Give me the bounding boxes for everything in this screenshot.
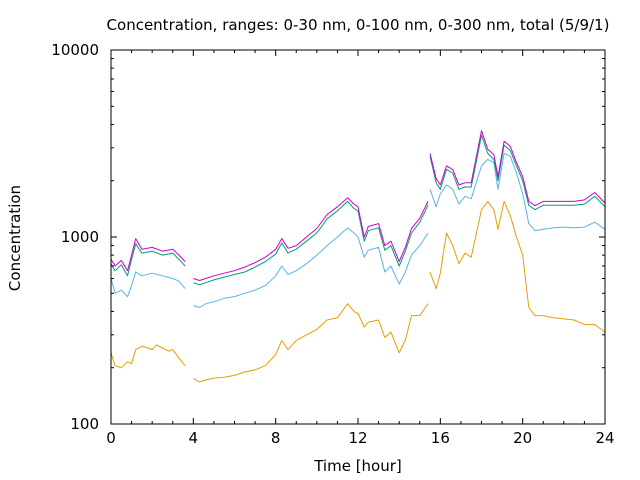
chart-title: Concentration, ranges: 0-30 nm, 0-100 nm…: [107, 16, 610, 34]
series-4-line: [429, 130, 606, 207]
x-tick-label: 0: [106, 429, 116, 447]
series-4-line: [193, 197, 429, 281]
x-tick-label: 24: [595, 429, 614, 447]
ticks-layer: 0 4 8 12 16 20 24 100 1000 10000: [51, 41, 614, 447]
y-tick-label: 10000: [51, 41, 99, 59]
series-3-line: [193, 200, 429, 286]
series-4-line: [110, 238, 186, 272]
x-tick-label: 12: [348, 429, 367, 447]
plot-frame: [110, 49, 606, 425]
x-tick-label: 4: [189, 429, 199, 447]
y-axis-label: Concentration: [6, 185, 24, 291]
series-1-line: [193, 303, 429, 383]
x-tick-label: 16: [431, 429, 450, 447]
x-tick-label: 8: [271, 429, 281, 447]
series-layer: [110, 130, 606, 383]
y-tick-label: 100: [70, 415, 99, 433]
x-tick-label: 20: [513, 429, 532, 447]
series-2-line: [110, 271, 186, 298]
series-3-line: [429, 134, 606, 211]
series-2-line: [429, 152, 606, 232]
series-1-line: [110, 344, 186, 369]
x-axis-label: Time [hour]: [313, 457, 402, 475]
series-3-line: [110, 243, 186, 277]
y-tick-label: 1000: [61, 228, 99, 246]
series-1-line: [429, 200, 606, 333]
series-2-line: [193, 227, 429, 308]
